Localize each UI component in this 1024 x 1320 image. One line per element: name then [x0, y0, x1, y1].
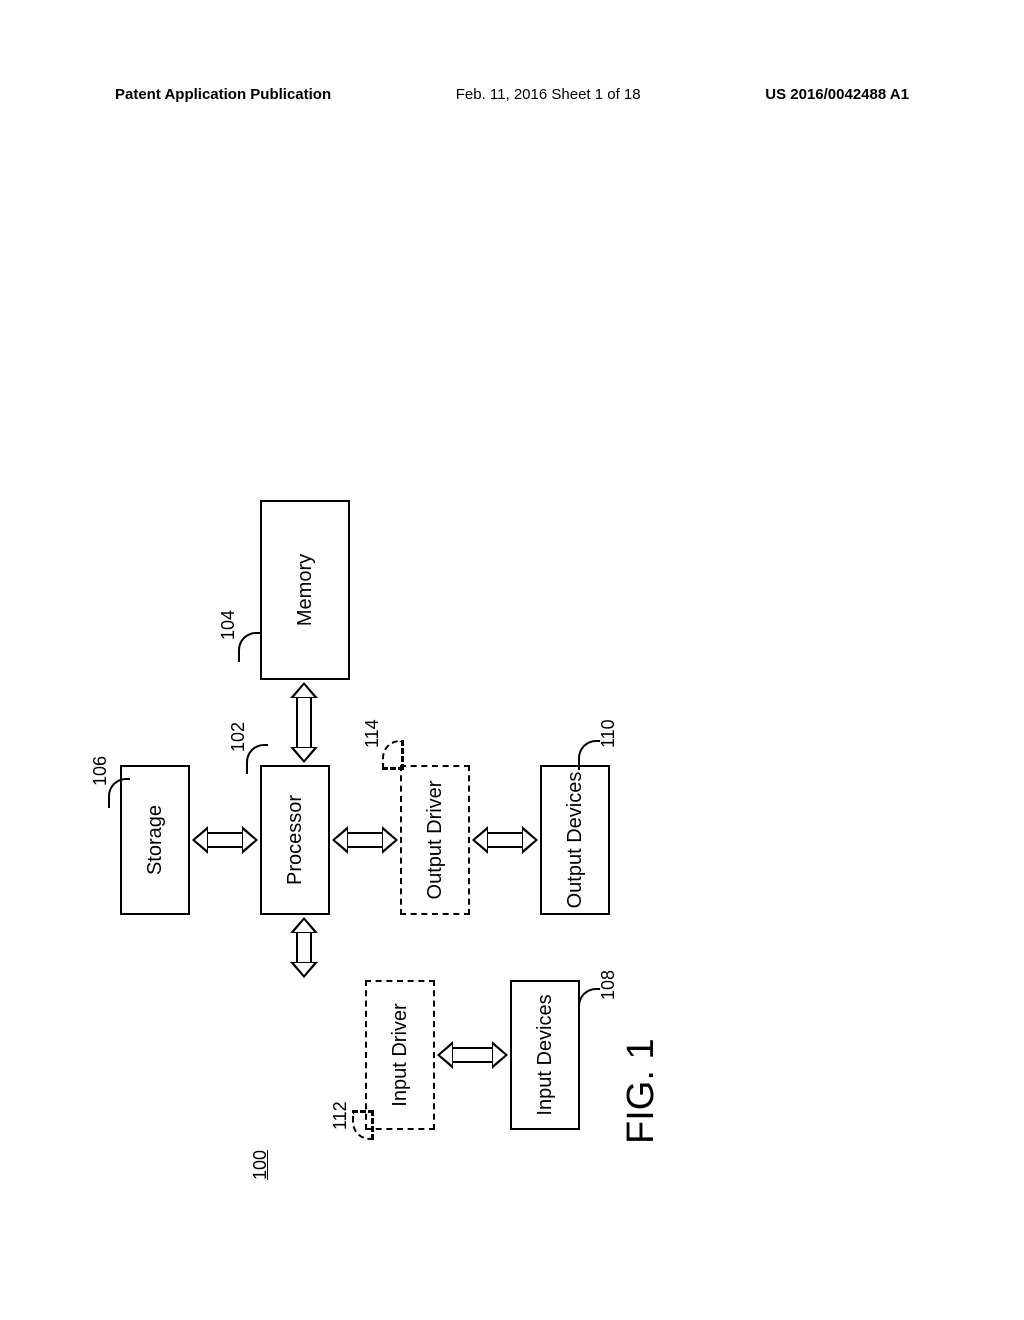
leader-outputdev — [578, 740, 600, 770]
header-right: US 2016/0042488 A1 — [765, 86, 909, 103]
box-label: Processor — [284, 795, 307, 885]
box-label: Output Devices — [564, 772, 587, 909]
arrow-1 — [290, 682, 318, 763]
box-storage: Storage — [120, 765, 190, 915]
figure-caption: FIG. 1 — [620, 1038, 663, 1144]
box-output-devices: Output Devices — [540, 765, 610, 915]
ref-label-fig_ref: 100 — [250, 1150, 271, 1180]
arrow-2 — [290, 917, 318, 978]
block-diagram: Storage Processor Memory Input Driver Output… — [120, 480, 650, 1200]
box-label: Input Devices — [534, 994, 557, 1115]
diagram-canvas: Storage Processor Memory Input Driver Output… — [120, 480, 650, 1200]
ref-label-inputdrv: 112 — [330, 1101, 351, 1130]
arrow-0 — [192, 826, 258, 854]
ref-label-outputdev: 110 — [598, 719, 619, 748]
box-output-driver: Output Driver — [400, 765, 470, 915]
leader-inputdev — [578, 988, 600, 1018]
arrow-3 — [332, 826, 398, 854]
box-input-driver: Input Driver — [365, 980, 435, 1130]
box-label: Input Driver — [389, 1003, 412, 1106]
arrow-5 — [472, 826, 538, 854]
ref-label-memory: 104 — [218, 610, 239, 640]
box-input-devices: Input Devices — [510, 980, 580, 1130]
ref-label-inputdev: 108 — [598, 970, 619, 1000]
header-left: Patent Application Publication — [115, 86, 331, 103]
leader-memory — [238, 632, 260, 662]
box-memory: Memory — [260, 500, 350, 680]
arrow-4 — [437, 1041, 508, 1069]
leader-inputdrv — [352, 1110, 374, 1140]
box-processor: Processor — [260, 765, 330, 915]
ref-label-outputdrv: 114 — [362, 719, 383, 748]
ref-label-storage: 106 — [90, 756, 111, 786]
leader-processor — [246, 744, 268, 774]
box-label: Storage — [144, 805, 167, 875]
header-center: Feb. 11, 2016 Sheet 1 of 18 — [456, 86, 641, 103]
box-label: Memory — [294, 554, 317, 626]
leader-storage — [108, 778, 130, 808]
ref-label-processor: 102 — [228, 722, 249, 752]
leader-outputdrv — [382, 740, 404, 770]
page-header: Patent Application Publication Feb. 11, … — [0, 86, 1024, 103]
box-label: Output Driver — [424, 781, 447, 900]
